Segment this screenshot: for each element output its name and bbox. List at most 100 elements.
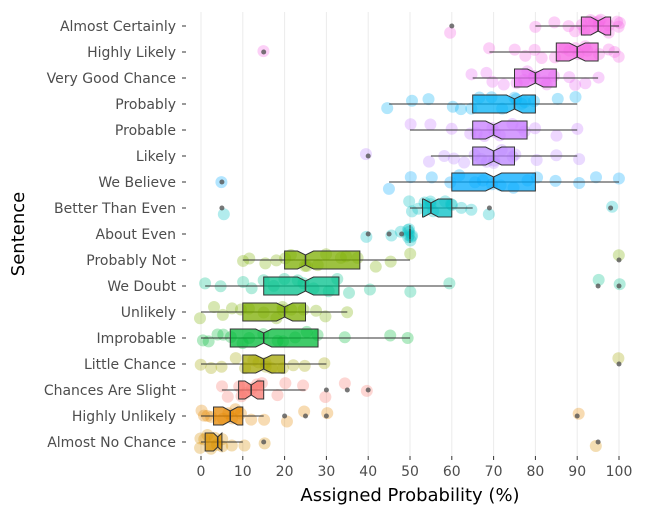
outlier-almost-no-chance-0	[261, 439, 267, 445]
outlier-about-even-1	[386, 231, 392, 237]
point-highly-likely-4	[535, 51, 548, 64]
point-chances-are-slight-12	[338, 377, 351, 390]
point-we-doubt-16	[592, 273, 605, 286]
point-very-good-chance-12	[563, 71, 576, 84]
box-improbable	[229, 328, 319, 348]
point-little-chance-12	[298, 359, 311, 372]
point-better-than-even-13	[482, 208, 495, 221]
x-axis-title: Assigned Probability (%)	[300, 485, 519, 506]
point-likely-0	[422, 155, 435, 168]
point-likely-14	[573, 153, 586, 166]
point-about-even-0	[401, 223, 414, 236]
y-tick-label-probably: Probably	[115, 97, 176, 113]
y-tick-labels: Almost Certainly Highly Likely Very Good C…	[44, 19, 186, 451]
outlier-we-believe-0	[219, 179, 225, 185]
point-very-good-chance-1	[480, 66, 493, 79]
point-very-good-chance-3	[497, 78, 510, 91]
outlier-about-even-2	[399, 231, 405, 237]
point-highly-likely-3	[528, 43, 541, 56]
y-tick-label-highly-likely: Highly Likely	[87, 45, 176, 61]
point-very-good-chance-0	[465, 68, 478, 81]
point-almost-no-chance-1	[194, 441, 207, 454]
point-very-good-chance-13	[569, 78, 582, 91]
point-chances-are-slight-8	[271, 389, 284, 402]
y-axis-title: Sentence	[8, 192, 29, 276]
point-almost-certainly-16	[444, 26, 457, 39]
point-probably-14	[551, 92, 564, 105]
outlier-likely-0	[365, 153, 371, 159]
outlier-almost-no-chance-1	[595, 439, 601, 445]
x-tick-label-60: 60	[443, 464, 461, 480]
point-about-even-6	[405, 230, 418, 243]
point-probably-0	[381, 102, 394, 115]
x-tick-label-40: 40	[359, 464, 377, 480]
point-almost-no-chance-10	[238, 439, 251, 452]
y-tick-label-probably-not: Probably Not	[86, 253, 176, 269]
point-improbable-13	[338, 331, 351, 344]
point-we-believe-13	[573, 176, 586, 189]
y-tick-label-about-even: About Even	[96, 227, 176, 243]
y-tick-label-little-chance: Little Chance	[84, 357, 176, 373]
outlier-better-than-even-1	[486, 205, 492, 211]
outlier-highly-unlikely-1	[303, 413, 308, 419]
point-likely-3	[458, 156, 471, 169]
point-highly-likely-15	[612, 50, 625, 63]
point-we-doubt-13	[363, 283, 376, 296]
point-likely-13	[550, 149, 563, 162]
point-very-good-chance-14	[579, 77, 592, 90]
point-highly-unlikely-11	[280, 415, 293, 428]
point-very-good-chance-15	[592, 71, 605, 84]
point-unlikely-0	[193, 312, 206, 325]
x-tick-labels: 0 10 20 30 40 50 60 70 80 90 100	[197, 456, 632, 480]
point-probable-12	[529, 122, 542, 135]
y-tick-label-better-than-even: Better Than Even	[54, 201, 176, 217]
point-almost-certainly-3	[569, 25, 582, 38]
y-tick-label-unlikely: Unlikely	[121, 305, 176, 321]
outlier-probably-not-0	[616, 257, 622, 263]
point-probable-1	[424, 118, 437, 131]
point-we-believe-2	[425, 171, 438, 184]
point-probably-not-13	[369, 260, 382, 273]
outlier-highly-unlikely-3	[574, 413, 580, 419]
point-little-chance-14	[612, 352, 625, 365]
point-little-chance-2	[215, 360, 228, 373]
point-probably-4	[454, 103, 467, 116]
point-little-chance-1	[205, 362, 218, 375]
y-tick-label-probable: Probable	[115, 123, 176, 139]
point-almost-certainly-15	[613, 16, 626, 29]
point-we-believe-15	[612, 172, 625, 185]
point-chances-are-slight-0	[215, 380, 228, 393]
point-improbable-0	[196, 334, 209, 347]
point-probably-not-1	[243, 252, 256, 265]
box-probably-not	[284, 250, 361, 270]
point-probable-13	[550, 129, 563, 142]
point-probably-not-15	[404, 247, 417, 260]
outlier-chances-are-slight-1	[344, 387, 350, 393]
outlier-better-than-even-0	[219, 205, 225, 211]
point-about-even-3	[402, 225, 415, 238]
x-tick-label-10: 10	[234, 464, 252, 480]
point-probably-not-14	[384, 255, 397, 268]
point-almost-certainly-0	[529, 20, 542, 33]
outlier-highly-unlikely-0	[282, 413, 288, 419]
point-better-than-even-12	[217, 208, 230, 221]
point-we-doubt-12	[343, 286, 356, 299]
point-probably-not-2	[259, 257, 272, 270]
point-probable-2	[445, 122, 458, 135]
outlier-highly-likely-0	[261, 49, 267, 55]
point-little-chance-3	[229, 352, 242, 365]
point-probably-15	[569, 91, 582, 104]
point-we-doubt-2	[237, 276, 250, 289]
point-highly-likely-0	[483, 42, 496, 55]
point-probably-not-16	[612, 249, 625, 262]
point-unlikely-12	[310, 304, 323, 317]
point-likely-12	[530, 153, 543, 166]
outlier-almost-certainly-0	[449, 23, 455, 29]
y-tick-label-we-doubt: We Doubt	[107, 279, 176, 295]
point-we-believe-14	[590, 171, 603, 184]
x-tick-label-0: 0	[197, 464, 206, 480]
box-almost-certainly	[580, 16, 612, 36]
point-highly-unlikely-0	[195, 404, 208, 417]
point-we-believe-0	[382, 182, 395, 195]
x-tick-label-80: 80	[526, 464, 544, 480]
